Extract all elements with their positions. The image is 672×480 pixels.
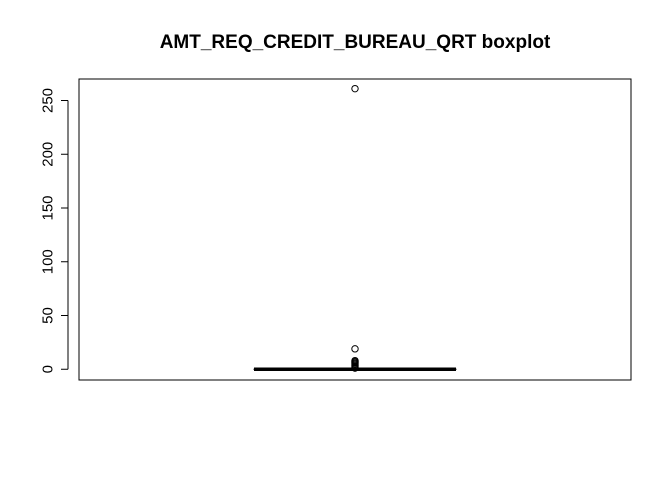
y-tick-label: 50 [40, 307, 57, 324]
outlier-point [351, 84, 359, 93]
y-tick-label: 200 [40, 142, 57, 167]
plot-frame [78, 78, 632, 381]
outlier-point [351, 345, 359, 353]
y-tick-label: 250 [40, 88, 57, 113]
y-tick-label: 150 [40, 195, 57, 220]
chart-title: AMT_REQ_CREDIT_BUREAU_QRT boxplot [160, 32, 551, 53]
outlier-group [351, 84, 359, 372]
outlier-point [351, 356, 359, 365]
y-tick-label: 100 [40, 249, 57, 274]
y-axis: 0 50 100 150 200 250 [40, 88, 69, 373]
y-tick-label: 0 [40, 365, 57, 373]
